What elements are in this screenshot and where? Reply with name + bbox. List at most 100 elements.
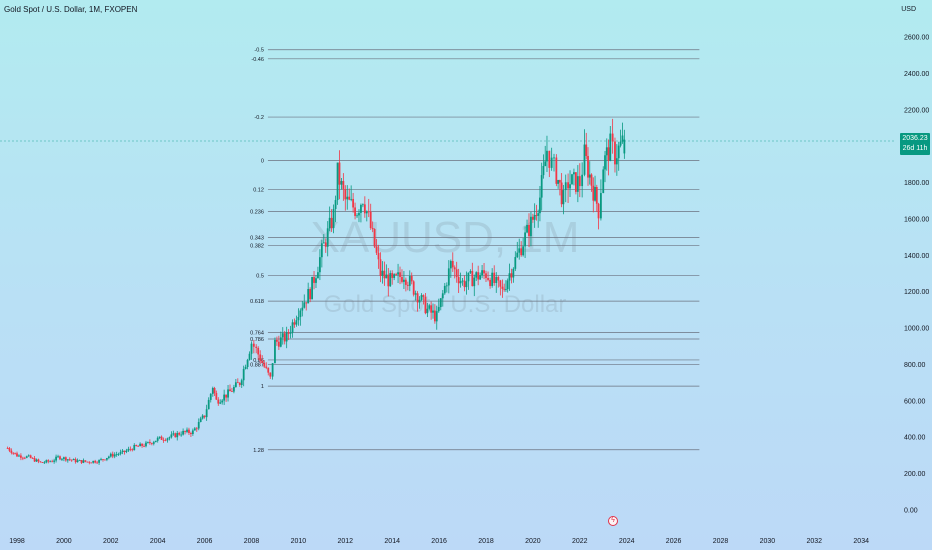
candle-body (546, 150, 548, 162)
time-tick-label: 2004 (150, 538, 166, 545)
time-tick-label: 2002 (103, 538, 119, 545)
candle-body (477, 272, 480, 280)
candle-body (68, 459, 71, 461)
candle-body (25, 456, 28, 458)
candle-body (139, 443, 142, 447)
candle-body (510, 273, 513, 278)
fibonacci-levels[interactable]: -0.5 -0.46 -0.2 0 0.12 0.236 0.343 0.382 0.5 0.61… (250, 48, 700, 454)
time-axis[interactable]: 1998 2000 2002 2004 2006 2008 2010 2012 2014 2016… (9, 538, 869, 545)
candle-body (213, 387, 216, 393)
candle-body (172, 433, 175, 435)
candle-body (100, 459, 102, 461)
candle-body (483, 270, 485, 274)
price-tick-label: 2400.00 (904, 71, 929, 78)
candle-body (80, 460, 83, 463)
candle-body (201, 415, 204, 419)
candle-body (127, 448, 130, 451)
candle-body (20, 455, 22, 458)
candle-body (383, 270, 386, 279)
candle-body (550, 157, 553, 168)
candle-body (330, 217, 333, 229)
candle-body (289, 332, 292, 334)
candle-body (522, 246, 525, 256)
candle-body (164, 440, 167, 441)
candle-body (422, 295, 425, 297)
candle-body (548, 150, 551, 168)
time-tick-label: 2006 (197, 538, 213, 545)
time-tick-label: 2008 (244, 538, 260, 545)
candle-body (475, 272, 478, 278)
candle-body (397, 272, 399, 275)
candle-body (234, 382, 237, 387)
candle-body (611, 133, 614, 142)
candle-body (133, 445, 136, 451)
price-axis[interactable]: 2600.002400.002200.002000.001800.001600.… (904, 35, 929, 515)
candle-body (105, 457, 108, 460)
fib-level-label: 0.343 (250, 235, 264, 241)
candle-body (119, 451, 122, 454)
candle-body (227, 389, 229, 398)
candle-body (178, 432, 181, 435)
candle-body (265, 366, 268, 368)
candle-body (276, 339, 278, 342)
candle-body (121, 450, 124, 452)
candle-body (39, 461, 42, 463)
candle-body (135, 445, 138, 446)
candle-body (229, 389, 231, 392)
candle-body (473, 277, 476, 287)
candle-body (491, 272, 494, 286)
candle-body (221, 400, 224, 403)
lightning-alert-icon[interactable]: ϟ (608, 516, 618, 526)
candle-body (203, 415, 206, 418)
candle-body (311, 276, 313, 300)
candle-body (147, 442, 149, 443)
candle-body (342, 181, 345, 190)
candle-body (334, 200, 337, 209)
candle-body (505, 289, 507, 290)
candle-body (61, 458, 63, 460)
fib-level-label: 1 (261, 384, 264, 390)
time-tick-label: 2010 (291, 538, 307, 545)
price-tick-label: 800.00 (904, 362, 926, 369)
candle-body (190, 432, 192, 435)
candle-body (457, 277, 460, 284)
candle-body (27, 455, 30, 457)
candle-body (102, 459, 104, 460)
candle-body (231, 391, 233, 392)
candle-body (594, 187, 596, 201)
candle-body (428, 305, 431, 309)
candle-body (152, 442, 155, 444)
candle-body (49, 461, 52, 463)
candle-body (207, 399, 210, 410)
candle-body (489, 279, 492, 286)
candle-body (263, 362, 266, 367)
candle-body (269, 372, 272, 377)
candle-body (506, 280, 509, 290)
candle-body (587, 155, 589, 178)
candle-body (571, 174, 573, 185)
candle-body (461, 280, 464, 282)
price-tick-label: 400.00 (904, 435, 926, 442)
candle-body (162, 439, 165, 441)
candle-body (109, 453, 112, 457)
candle-body (88, 461, 91, 463)
time-tick-label: 2026 (666, 538, 682, 545)
candle-body (117, 453, 120, 455)
candle-body (573, 172, 575, 175)
candle-body (520, 248, 523, 256)
candle-body (309, 289, 312, 300)
candle-body (31, 457, 34, 459)
candle-body (233, 386, 235, 392)
candle-body (578, 176, 581, 187)
time-tick-label: 1998 (9, 538, 25, 545)
candle-body (76, 460, 79, 463)
candle-body (524, 232, 526, 247)
fib-level-label: -0.46 (251, 57, 264, 63)
candle-body (332, 208, 335, 229)
candle-body (614, 141, 616, 165)
candle-body (544, 161, 547, 167)
candle-body (443, 285, 446, 294)
candle-body (277, 341, 280, 347)
candle-body (8, 448, 11, 451)
